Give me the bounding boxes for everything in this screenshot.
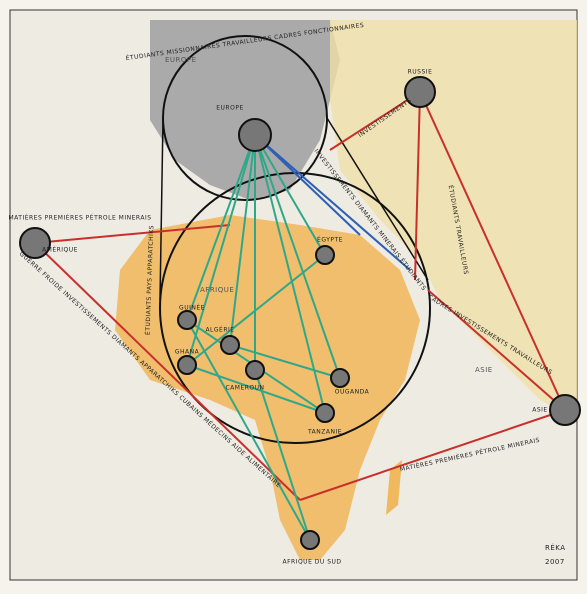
node-label: ALGÉRIE — [205, 326, 234, 334]
node-label: ASIE — [532, 407, 547, 414]
node-label: EUROPE — [216, 105, 243, 112]
node — [177, 310, 197, 330]
node-label: AMÉRIQUE — [42, 246, 78, 254]
node — [220, 335, 240, 355]
region-label: AFRIQUE — [200, 286, 234, 294]
asia-land — [330, 20, 577, 420]
flow-label: MATIÈRES PREMIÈRES PÉTROLE MINERAIS — [8, 214, 151, 222]
region-label: EUROPE — [165, 56, 197, 64]
node — [238, 118, 272, 152]
blue-flows — [254, 134, 411, 271]
node-label: GHANA — [175, 349, 200, 356]
node-label: GUINÉE — [179, 304, 205, 312]
node — [404, 76, 436, 108]
node — [315, 245, 335, 265]
node-label: AFRIQUE DU SUD — [282, 559, 341, 566]
nodes — [19, 76, 581, 550]
tangent — [159, 117, 164, 301]
node — [300, 530, 320, 550]
node — [177, 355, 197, 375]
node-label: TANZANIE — [307, 429, 342, 436]
node — [19, 227, 51, 259]
node-label: ÉGYPTE — [317, 236, 343, 244]
europe-land — [150, 20, 340, 200]
signature: 2007 — [545, 558, 565, 566]
node-label: OUGANDA — [335, 389, 370, 396]
node — [315, 403, 335, 423]
flow-label: ÉTUDIANTS PAYS APPARATCHIKS — [144, 225, 156, 335]
node — [330, 368, 350, 388]
region-label: ASIE — [475, 366, 493, 374]
node — [245, 360, 265, 380]
tangent — [326, 117, 429, 281]
signature: RÉKA — [545, 543, 566, 552]
africa-land — [115, 215, 420, 560]
node — [549, 394, 581, 426]
red-flows — [34, 91, 566, 501]
node-label: CAMEROUN — [225, 385, 264, 392]
node-label: RUSSIE — [408, 69, 433, 76]
madagascar-land — [386, 460, 402, 515]
